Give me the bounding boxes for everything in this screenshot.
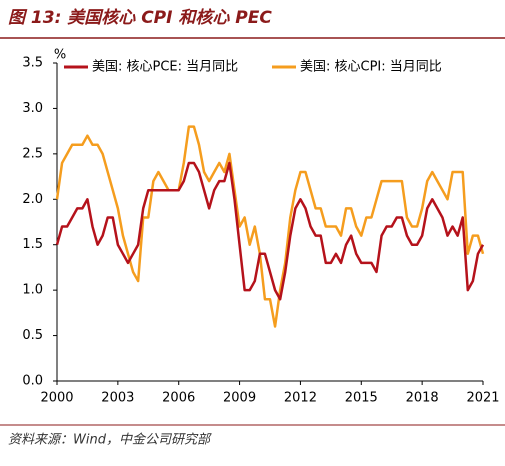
y-tick-label: 2.5 (22, 146, 43, 161)
x-tick-label: 2009 (223, 391, 256, 406)
x-tick-label: 2021 (466, 391, 499, 406)
series-line (55, 161, 485, 301)
y-tick-label: 0.5 (22, 328, 43, 343)
x-tick-label: 2015 (345, 391, 378, 406)
source-note: 资料来源：Wind，中金公司研究部 (8, 432, 212, 448)
y-tick-label: 3.5 (22, 56, 43, 71)
legend-label: 美国: 核心PCE: 当月同比 (92, 60, 238, 75)
y-axis-label: % (54, 48, 66, 63)
y-tick-label: 0.0 (22, 374, 43, 389)
y-tick-label: 1.5 (22, 237, 43, 252)
series-line (55, 125, 485, 328)
y-tick-label: 2.0 (22, 192, 43, 207)
x-tick-label: 2006 (162, 391, 195, 406)
x-tick-label: 2012 (284, 391, 317, 406)
y-tick-label: 3.0 (22, 101, 43, 116)
x-tick-label: 2003 (101, 391, 134, 406)
x-tick-label: 2000 (40, 391, 73, 406)
chart-title: 图 13: 美国核心 CPI 和核心 PEC (8, 8, 272, 28)
legend-label: 美国: 核心CPI: 当月同比 (300, 60, 442, 75)
y-tick-label: 1.0 (22, 283, 43, 298)
x-tick-label: 2018 (406, 391, 439, 406)
